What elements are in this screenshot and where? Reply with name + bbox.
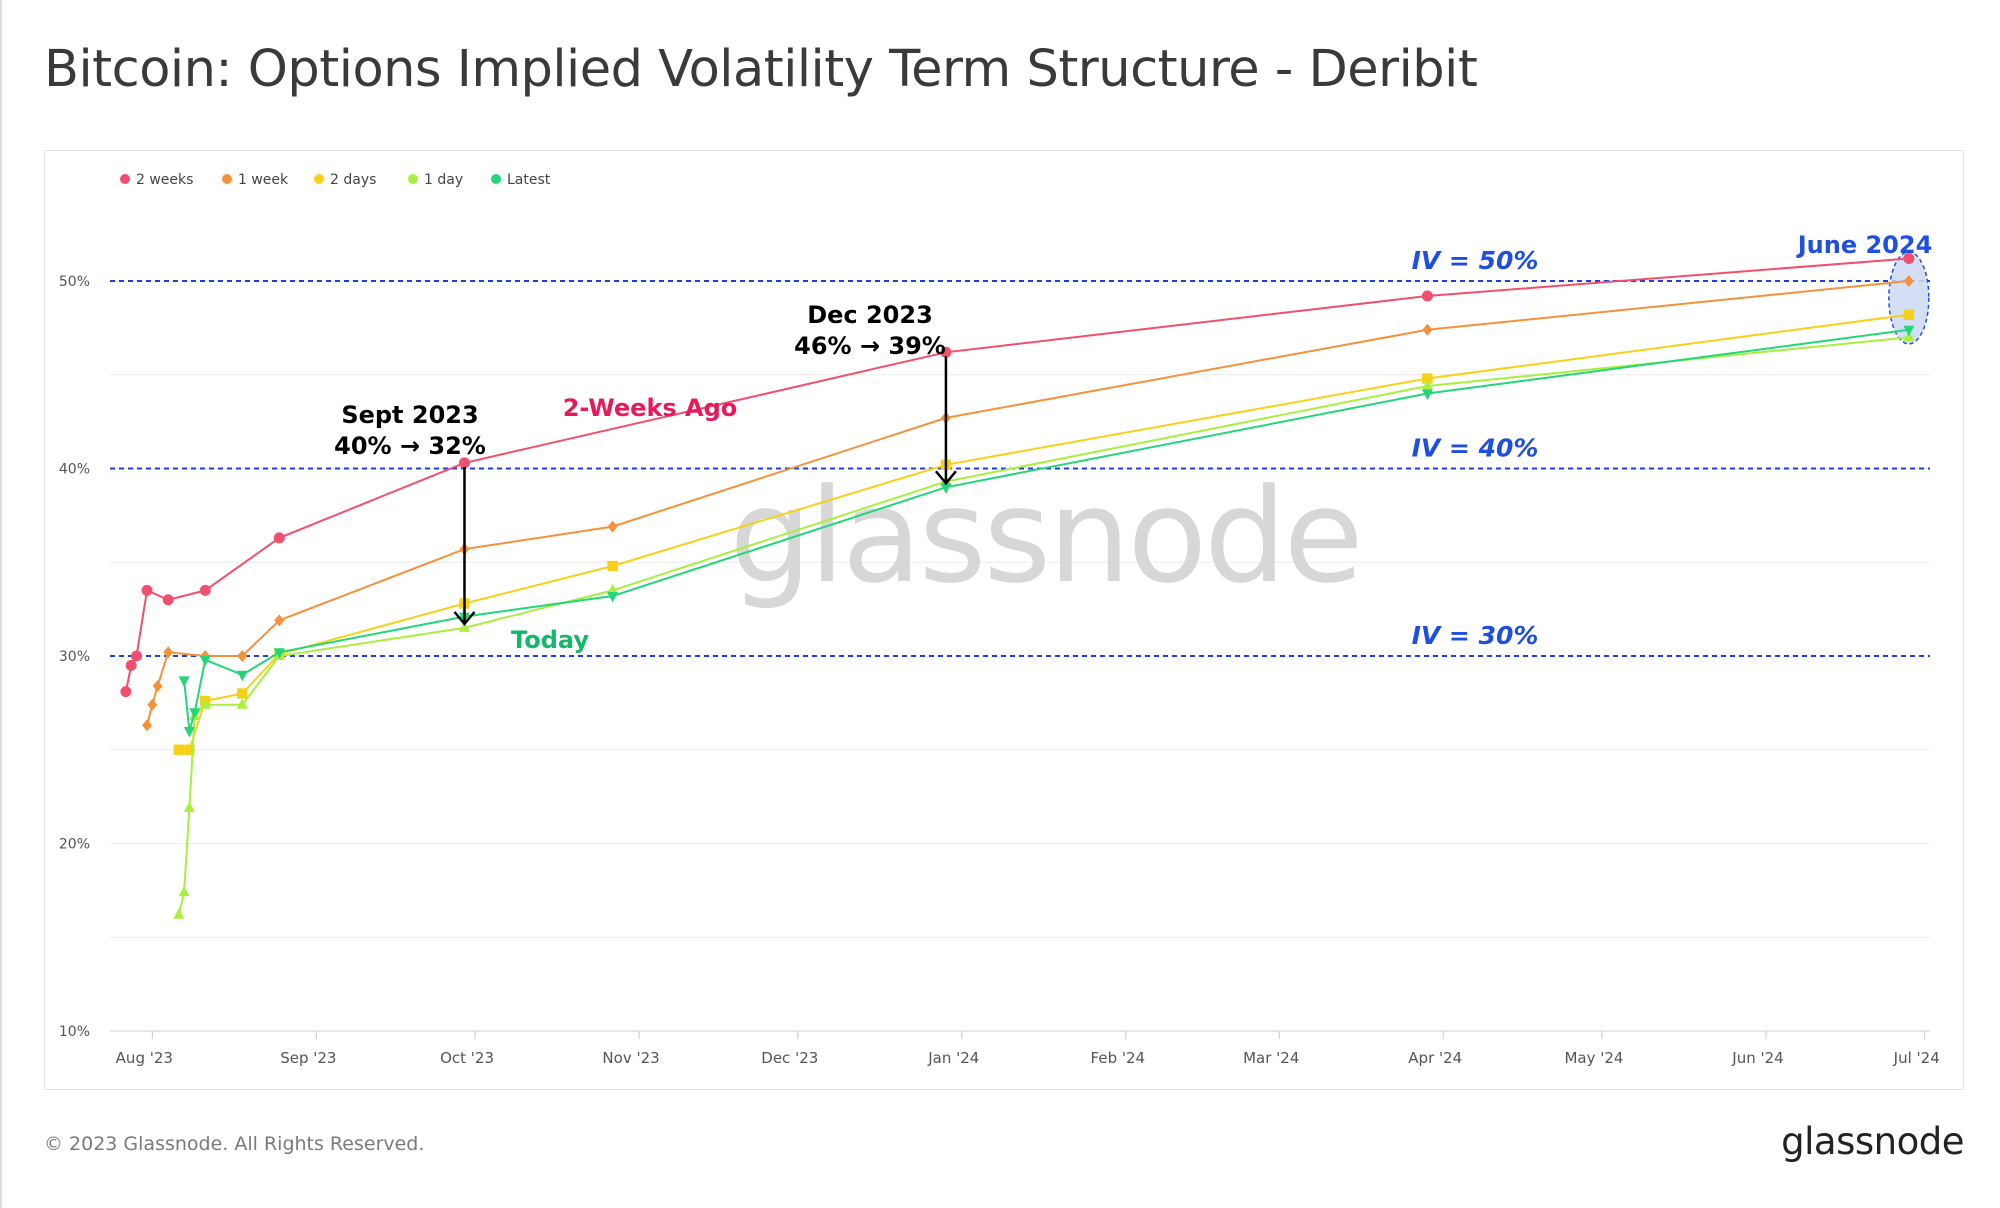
data-point	[458, 621, 470, 632]
data-point	[274, 614, 285, 627]
x-tick-label: May '24	[1564, 1049, 1623, 1067]
data-point	[141, 584, 153, 596]
reference-line-label: IV = 30%	[1412, 621, 1539, 650]
y-tick-label: 30%	[59, 649, 90, 665]
data-point	[125, 659, 137, 671]
x-tick-label: Feb '24	[1091, 1049, 1146, 1067]
data-point	[163, 646, 174, 659]
data-point	[130, 650, 142, 662]
june-2024-label: June 2024	[1796, 231, 1933, 259]
data-point	[607, 560, 618, 572]
series-line	[177, 336, 1909, 916]
data-point	[1422, 373, 1433, 384]
data-point	[183, 801, 195, 812]
x-tick-label: Jun '24	[1731, 1049, 1783, 1067]
data-point	[237, 688, 248, 699]
series-1-week	[142, 275, 1914, 732]
data-point	[173, 908, 185, 919]
data-point	[236, 698, 248, 709]
data-point	[1422, 323, 1433, 336]
chart-frame: 10% 20% 30% 40% 50% Aug '23 Sep '23 Oct '23 Nov …	[44, 150, 1964, 1090]
annotation-arrowhead	[453, 611, 476, 626]
legend-label: 2 days	[330, 172, 376, 188]
annotation-arrowhead	[934, 470, 957, 486]
left-border	[0, 0, 2, 1208]
x-tick-label: Oct '23	[440, 1049, 494, 1067]
data-point	[147, 698, 158, 711]
data-point	[173, 744, 184, 755]
data-point	[152, 680, 163, 692]
data-point	[607, 583, 619, 595]
legend-swatch	[408, 174, 418, 184]
data-point	[1421, 379, 1433, 390]
data-point	[607, 592, 619, 603]
y-tick-label: 20%	[59, 837, 90, 853]
series-latest	[178, 325, 1915, 738]
data-point	[607, 520, 618, 533]
x-tick-label: Nov '23	[602, 1049, 659, 1067]
data-point	[1421, 389, 1433, 400]
series-line	[178, 313, 1909, 751]
legend-swatch	[314, 174, 324, 184]
x-tick-label: Aug '23	[116, 1049, 173, 1067]
today-label: Today	[511, 626, 589, 654]
dec-2023-change: 46% → 39%	[794, 332, 946, 360]
series-2-weeks	[120, 253, 1915, 698]
y-tick-label: 40%	[59, 462, 90, 478]
data-point	[940, 483, 952, 494]
legend-label: Latest	[507, 172, 551, 188]
legend-swatch	[120, 174, 130, 184]
x-tick-label: Dec '23	[761, 1049, 818, 1067]
data-point	[178, 676, 190, 687]
data-point	[199, 698, 211, 709]
data-point	[458, 457, 470, 469]
legend-label: 2 weeks	[136, 172, 193, 188]
data-point	[1421, 290, 1433, 302]
sept-2023-label: Sept 2023	[341, 401, 478, 429]
data-point	[162, 594, 174, 606]
data-point	[199, 655, 211, 667]
legend-swatch	[222, 174, 232, 184]
x-tick-label: Apr '24	[1408, 1049, 1462, 1067]
data-point	[142, 719, 153, 732]
data-point	[940, 346, 952, 358]
copyright-text: © 2023 Glassnode. All Rights Reserved.	[44, 1133, 425, 1155]
y-tick-label: 50%	[59, 274, 90, 290]
chart-title: Bitcoin: Options Implied Volatility Term…	[44, 40, 1478, 99]
data-point	[120, 686, 132, 698]
data-point	[183, 727, 195, 738]
sept-2023-change: 40% → 32%	[334, 432, 486, 460]
x-tick-label: Jan '24	[927, 1049, 979, 1067]
data-point	[189, 708, 201, 719]
glassnode-logo: glassnode	[1781, 1120, 1964, 1163]
x-tick-label: Mar '24	[1243, 1049, 1299, 1067]
dec-2023-label: Dec 2023	[807, 301, 933, 329]
legend-swatch	[491, 174, 501, 184]
y-tick-label: 10%	[59, 1024, 90, 1040]
data-point	[178, 885, 190, 897]
data-point	[1903, 275, 1914, 287]
data-point	[1903, 253, 1915, 264]
data-point	[1903, 325, 1915, 337]
2-weeks-ago-label: 2-Weeks Ago	[563, 394, 738, 422]
legend-label: 1 week	[238, 172, 289, 188]
data-point	[1903, 309, 1915, 320]
data-point	[237, 650, 248, 662]
june-2024-highlight	[1888, 251, 1930, 345]
reference-line-label: IV = 40%	[1412, 434, 1539, 463]
watermark: glassnode	[729, 460, 1360, 612]
data-point	[184, 744, 195, 755]
x-tick-label: Sep '23	[280, 1049, 336, 1067]
reference-line-label: IV = 50%	[1412, 246, 1539, 275]
data-point	[273, 532, 285, 544]
data-point	[236, 670, 248, 682]
legend-label: 1 day	[424, 172, 463, 188]
data-point	[273, 648, 285, 659]
data-point	[199, 584, 211, 596]
chart-plot: 10% 20% 30% 40% 50% Aug '23 Sep '23 Oct '23 Nov …	[59, 172, 1940, 1067]
x-tick-label: Jul '24	[1893, 1049, 1940, 1067]
